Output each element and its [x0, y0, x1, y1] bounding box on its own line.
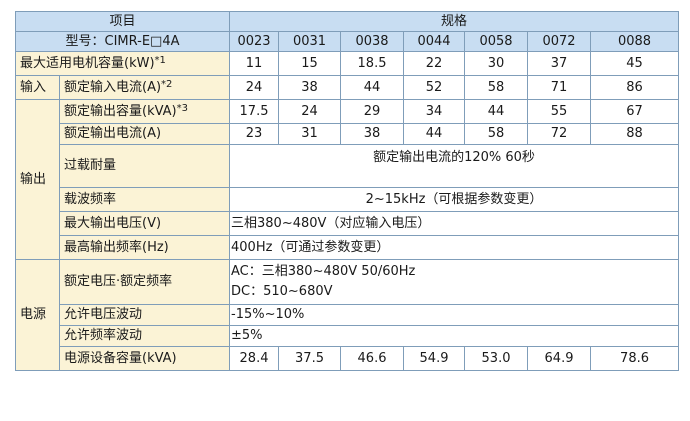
output-current-cell: 72: [527, 123, 592, 145]
max-freq-value: 400Hz（可通过参数变更）: [229, 235, 680, 260]
motor-row: 最大适用电机容量(kW)*1 11 15 18.5 22 30 37 45: [14, 51, 680, 76]
freq-fluct-label: 允许频率波动: [58, 325, 231, 347]
motor-label-text: 最大适用电机容量(kW): [20, 55, 155, 71]
input-current-label-text: 额定输入电流(A): [64, 79, 162, 95]
rated-vf-label: 额定电压·额定频率: [58, 259, 231, 305]
overload-label: 过载耐量: [58, 144, 231, 188]
model-cell: 0058: [464, 31, 529, 52]
input-current-cell: 38: [278, 75, 342, 100]
model-cell: 0038: [340, 31, 405, 52]
model-row: 型号：CIMR-E□4A 0023 0031 0038 0044 0058 00…: [14, 31, 680, 52]
rated-vf-value: AC：三相380~480V 50/60Hz DC：510~680V: [229, 259, 680, 305]
output-current-cell: 23: [229, 123, 280, 145]
power-capacity-cell: 54.9: [403, 346, 466, 371]
output-capacity-cell: 17.5: [229, 99, 280, 124]
rated-vf-row: 电源 额定电压·额定频率 AC：三相380~480V 50/60Hz DC：510…: [15, 259, 680, 371]
voltage-fluct-label: 允许电压波动: [58, 304, 231, 326]
voltage-fluct-value: -15%~10%: [229, 304, 680, 326]
motor-cell: 37: [527, 51, 592, 76]
motor-cell: 11: [229, 51, 280, 76]
power-capacity-row: 电源设备容量(kVA) 28.4 37.5 46.6 54.9 53.0 64.…: [16, 346, 680, 371]
output-capacity-row: 输出 额定输出容量(kVA)*3 17.5 24 29 34 44 55 67: [15, 99, 680, 260]
input-current-cell: 86: [590, 75, 680, 100]
input-current-row: 输入 额定输入电流(A)*2 24 38 44 52 58 71 86: [15, 75, 680, 100]
motor-cell: 45: [590, 51, 680, 76]
input-current-label: 额定输入电流(A)*2: [58, 75, 231, 100]
output-capacity-cell: 24: [278, 99, 342, 124]
power-capacity-cell: 64.9: [527, 346, 592, 371]
input-current-cell: 44: [340, 75, 405, 100]
input-group-label: 输入: [15, 75, 60, 100]
model-cell: 0088: [590, 31, 680, 52]
header-row: 项目 规格: [14, 11, 680, 32]
output-current-cell: 31: [278, 123, 342, 145]
model-cell: 0023: [229, 31, 280, 52]
overload-row: 过载耐量 额定输出电流的120% 60秒: [16, 144, 680, 188]
output-current-cell: 44: [403, 123, 466, 145]
spec-header: 规格: [229, 11, 680, 32]
output-capacity-footnote: *3: [176, 102, 189, 114]
output-current-cell: 58: [464, 123, 529, 145]
power-capacity-cell: 28.4: [229, 346, 280, 371]
input-current-footnote: *2: [161, 78, 173, 90]
motor-cell: 15: [278, 51, 342, 76]
rated-vf-dc: DC：510~680V: [231, 284, 333, 299]
power-capacity-label: 电源设备容量(kVA): [58, 346, 231, 371]
max-voltage-label: 最大输出电压(V): [58, 211, 231, 236]
spec-table: 项目 规格 型号：CIMR-E□4A 0023 0031 0038 0044 0…: [14, 11, 680, 371]
model-cell: 0044: [403, 31, 466, 52]
max-freq-label: 最高输出频率(Hz): [58, 235, 231, 260]
input-current-cell: 71: [527, 75, 592, 100]
model-cell: 0072: [527, 31, 592, 52]
overload-value: 额定输出电流的120% 60秒: [229, 144, 680, 188]
power-capacity-cell: 53.0: [464, 346, 529, 371]
model-cell: 0031: [278, 31, 342, 52]
power-capacity-cell: 46.6: [340, 346, 405, 371]
output-capacity-cell: 44: [464, 99, 529, 124]
output-current-cell: 88: [590, 123, 680, 145]
output-capacity-cell: 55: [527, 99, 592, 124]
voltage-fluct-row: 允许电压波动 -15%~10%: [16, 304, 680, 326]
output-current-row: 额定输出电流(A) 23 31 38 44 58 72 88: [16, 123, 680, 145]
power-capacity-cell: 78.6: [590, 346, 680, 371]
output-capacity-label-text: 额定输出容量(kVA): [64, 103, 177, 119]
motor-label: 最大适用电机容量(kW)*1: [14, 51, 231, 76]
input-current-cell: 52: [403, 75, 466, 100]
motor-footnote: *1: [154, 54, 166, 66]
output-current-cell: 38: [340, 123, 405, 145]
carrier-freq-label: 载波频率: [58, 187, 231, 212]
max-freq-row: 最高输出频率(Hz) 400Hz（可通过参数变更）: [16, 235, 680, 260]
input-current-cell: 24: [229, 75, 280, 100]
motor-cell: 30: [464, 51, 529, 76]
output-capacity-cell: 34: [403, 99, 466, 124]
power-group-label: 电源: [15, 259, 60, 371]
max-voltage-row: 最大输出电压(V) 三相380~480V（对应输入电压）: [16, 211, 680, 236]
output-capacity-label: 额定输出容量(kVA)*3: [58, 99, 231, 124]
output-current-label: 额定输出电流(A): [58, 123, 231, 145]
rated-vf-ac: AC：三相380~480V 50/60Hz: [231, 264, 416, 279]
output-capacity-cell: 29: [340, 99, 405, 124]
output-capacity-cell: 67: [590, 99, 680, 124]
freq-fluct-row: 允许频率波动 ±5%: [16, 325, 680, 347]
power-capacity-cell: 37.5: [278, 346, 342, 371]
model-label: 型号：CIMR-E□4A: [14, 31, 231, 52]
motor-cell: 18.5: [340, 51, 405, 76]
carrier-freq-row: 载波频率 2~15kHz（可根据参数变更）: [16, 187, 680, 212]
freq-fluct-value: ±5%: [229, 325, 680, 347]
max-voltage-value: 三相380~480V（对应输入电压）: [229, 211, 680, 236]
item-header: 项目: [14, 11, 231, 32]
motor-cell: 22: [403, 51, 466, 76]
input-current-cell: 58: [464, 75, 529, 100]
output-group-label: 输出: [15, 99, 60, 260]
carrier-freq-value: 2~15kHz（可根据参数变更）: [229, 187, 680, 212]
